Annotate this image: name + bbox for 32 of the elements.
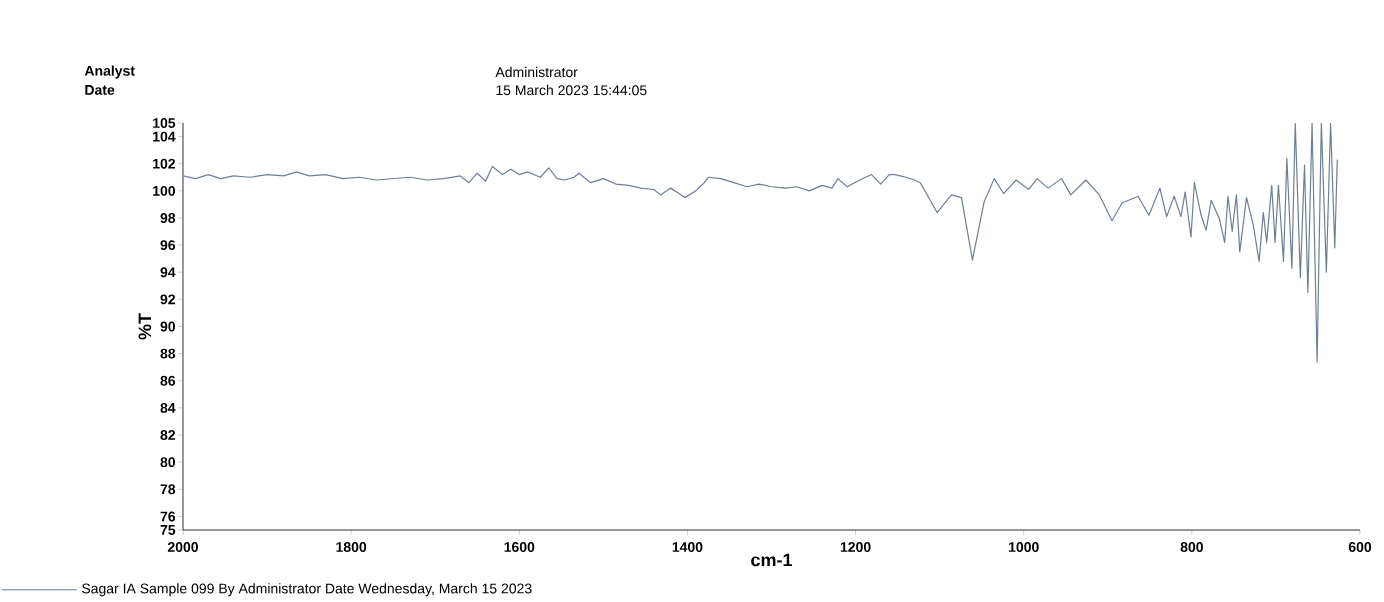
y-tick-label: 104	[153, 131, 176, 142]
y-tick-label: 105	[153, 118, 176, 128]
y-tick-label: 94	[160, 267, 176, 278]
y-tick-label: 90	[160, 321, 176, 332]
x-tick-label: 1400	[672, 542, 703, 552]
x-tick-label: 2000	[167, 542, 198, 552]
y-tick-label: 86	[160, 375, 176, 386]
y-tick-label: 82	[160, 430, 176, 440]
y-tick-label: 102	[153, 158, 176, 169]
text: Analyst	[84, 65, 135, 79]
y-tick-label: 98	[160, 213, 176, 223]
y-tick-label: 78	[160, 484, 176, 495]
x-tick-label: 600	[1348, 542, 1372, 552]
y-tick-label: 100	[153, 185, 176, 196]
text: Sagar IA Sample 099 By Administrator Date Wednesday, March 15 2023	[82, 583, 532, 597]
y-tick-label: 84	[160, 402, 176, 413]
x-tick-label: 1000	[1009, 542, 1039, 552]
y-tick-label: 92	[160, 294, 176, 305]
x-tick-label: 800	[1180, 542, 1203, 552]
x-tick-label: 1200	[840, 542, 871, 552]
x-axis-title: cm-1	[751, 553, 792, 567]
x-tick-label: 1800	[336, 542, 367, 552]
text: Administrator	[495, 66, 578, 78]
x-tick-label: 1600	[504, 542, 535, 552]
text: 15 March 2023 15:44:05	[496, 84, 647, 96]
y-tick-label: 96	[160, 240, 176, 251]
y-tick-label: 80	[160, 457, 176, 468]
text: Date	[85, 85, 115, 95]
y-tick-label: 75	[160, 525, 176, 535]
y-tick-label: 76	[160, 511, 176, 522]
y-axis-title: %T	[138, 313, 152, 340]
y-tick-label: 88	[160, 348, 176, 359]
